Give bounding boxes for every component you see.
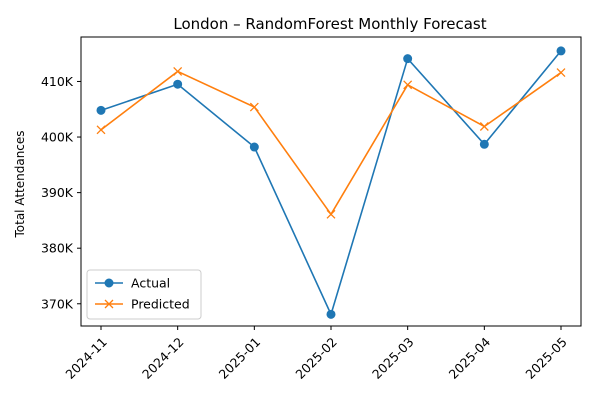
data-point [326,309,336,319]
data-point [403,80,413,90]
data-point [403,54,413,64]
x-tick-label: 2025-03 [369,334,417,382]
legend-marker [104,299,114,309]
data-point [96,125,106,135]
series-predicted [96,66,566,219]
y-tick-label: 410K [41,74,74,89]
legend-marker [104,278,114,288]
legend-item: Predicted [95,297,190,312]
data-point [479,139,489,149]
y-axis: 370K 380K 390K 400K 410K [41,74,81,311]
x-tick-label: 2025-04 [446,334,494,382]
data-point [249,102,259,112]
legend: Actual Predicted [86,269,202,320]
y-tick-label: 370K [41,296,74,311]
y-tick-label: 380K [41,241,74,256]
series-line [100,70,562,216]
y-tick-label: 390K [41,185,74,200]
legend-label: Actual [131,276,170,291]
chart-title: London – RandomForest Monthly Forecast [173,15,486,33]
legend-item: Actual [95,276,170,291]
x-tick-label: 2024-11 [62,334,110,382]
y-tick-label: 400K [41,130,74,145]
data-point [479,122,489,131]
x-axis: 2024-11 2024-12 2025-01 2025-02 2025-03 2025-… [62,326,570,382]
series-layer [96,46,566,319]
data-point [96,105,106,115]
y-axis-label: Total Attendances [13,130,27,238]
legend-label: Predicted [131,297,190,312]
data-point [326,209,336,219]
series-actual [96,46,566,319]
x-tick-label: 2025-02 [292,334,340,382]
x-tick-label: 2025-05 [522,334,570,382]
x-tick-label: 2024-12 [139,334,187,382]
data-point [249,142,259,152]
x-tick-label: 2025-01 [216,334,264,382]
data-point [556,68,566,78]
data-point [556,46,566,56]
data-point [173,66,183,76]
data-point [173,79,183,89]
